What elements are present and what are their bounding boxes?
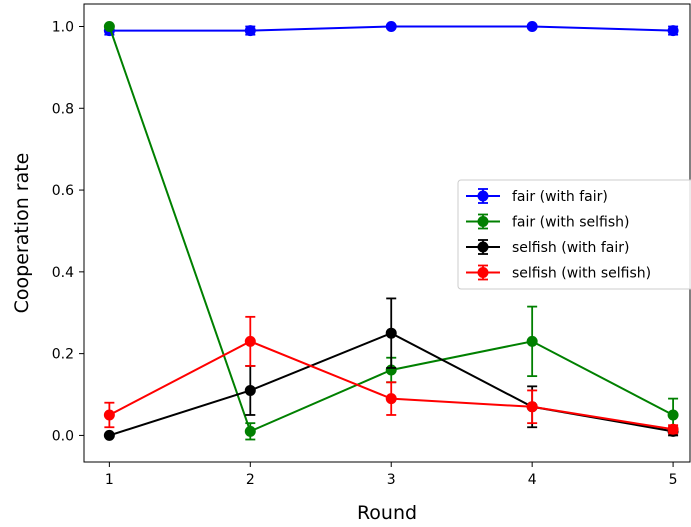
chart-marks [103, 20, 679, 441]
legend-entry: fair (with fair) [466, 188, 608, 205]
y-tick-label: 0.0 [52, 428, 74, 444]
x-tick-label: 2 [246, 472, 255, 488]
x-axis-label: Round [357, 502, 417, 524]
data-point [103, 429, 115, 441]
y-tick-label: 1.0 [52, 19, 74, 35]
x-tick-label: 1 [105, 472, 114, 488]
x-tick-label: 4 [528, 472, 537, 488]
data-point [385, 327, 397, 339]
x-tick-label: 3 [387, 472, 396, 488]
data-point [667, 409, 679, 421]
data-point [244, 425, 256, 437]
data-point [526, 335, 538, 347]
data-point [526, 20, 538, 32]
data-point [667, 423, 679, 435]
data-point [244, 335, 256, 347]
x-tick-label: 5 [669, 472, 678, 488]
legend-label: selfish (with selfish) [512, 266, 651, 282]
data-point [244, 384, 256, 396]
data-point [103, 409, 115, 421]
legend-entry: selfish (with fair) [466, 239, 629, 256]
legend-swatch-marker [477, 190, 489, 202]
data-point [103, 20, 115, 32]
y-tick-label: 0.8 [52, 101, 74, 117]
legend-entry: fair (with selfish) [466, 213, 629, 231]
legend: fair (with fair) fair (with selfish) selfi… [457, 179, 691, 290]
legend-label: selfish (with fair) [512, 240, 629, 256]
series-3 [103, 315, 679, 435]
legend-label: fair (with fair) [512, 189, 608, 205]
legend-label: fair (with selfish) [512, 215, 629, 231]
series-0 [103, 20, 679, 37]
legend-swatch-marker [477, 241, 489, 253]
y-tick-label: 0.4 [52, 265, 74, 281]
data-point [667, 25, 679, 37]
data-point [385, 20, 397, 32]
legend-entry: selfish (with selfish) [466, 264, 651, 282]
legend-box [457, 179, 691, 290]
data-point [244, 25, 256, 37]
axes: 1 2 3 4 5 0.0 0.2 0.4 0.6 0.8 1.0 [52, 19, 678, 488]
data-point [526, 401, 538, 413]
y-tick-label: 0.6 [52, 183, 74, 199]
data-point [385, 393, 397, 405]
y-axis-label: Cooperation rate [11, 153, 33, 314]
y-tick-label: 0.2 [52, 347, 74, 363]
legend-swatch-marker [477, 216, 489, 227]
legend-swatch-marker [477, 267, 489, 278]
